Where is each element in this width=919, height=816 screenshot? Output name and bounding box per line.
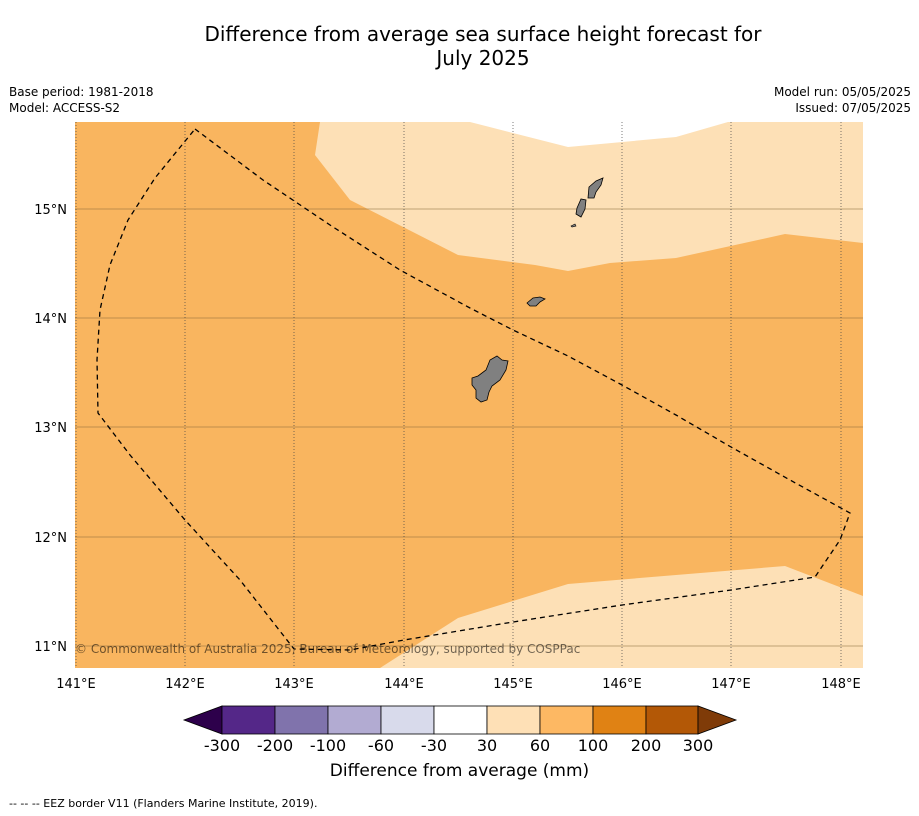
colorbar-tick-1: -300	[204, 736, 240, 755]
colorbar-tick-10: 300	[683, 736, 714, 755]
colorbar-tick-4: -60	[368, 736, 394, 755]
lon-label-146: 146°E	[602, 677, 642, 692]
lon-label-145: 145°E	[493, 677, 533, 692]
colorbar: -300 -200 -100 -60 -30 30 60 100 200 300	[182, 705, 738, 755]
rota-island	[526, 296, 546, 307]
lon-labels: 141°E 142°E 143°E 144°E 145°E 146°E 147°…	[56, 677, 861, 692]
colorbar-bin-1	[221, 705, 276, 735]
colorbar-bin-5	[433, 705, 488, 735]
colorbar-tick-7: 60	[530, 736, 550, 755]
copyright-text: © Commonwealth of Australia 2025, Bureau…	[75, 642, 580, 656]
map-area: © Commonwealth of Australia 2025, Bureau…	[75, 122, 863, 668]
lat-label-13: 13°N	[34, 421, 67, 436]
lon-label-141: 141°E	[56, 677, 96, 692]
lat-label-15: 15°N	[34, 203, 67, 218]
eez-legend-text: -- -- -- EEZ border V11 (Flanders Marine…	[9, 797, 318, 810]
model-info: Base period: 1981-2018 Model: ACCESS-S2	[9, 84, 154, 116]
colorbar-bin-7	[539, 705, 594, 735]
anomaly-low-north-gap	[470, 122, 728, 147]
colorbar-low-extend	[182, 705, 223, 735]
model-text: Model: ACCESS-S2	[9, 101, 121, 115]
colorbar-tick-3: -100	[310, 736, 346, 755]
colorbar-label: Difference from average (mm)	[329, 761, 590, 781]
lon-label-148: 148°E	[821, 677, 861, 692]
base-period-text: Base period: 1981-2018	[9, 85, 154, 99]
colorbar-tick-5: -30	[421, 736, 447, 755]
title-line-2: July 2025	[436, 46, 530, 70]
colorbar-ticks: -300 -200 -100 -60 -30 30 60 100 200 300	[204, 736, 713, 755]
eez-border	[96, 128, 851, 651]
colorbar-bin-8	[592, 705, 647, 735]
colorbar-bin-4	[380, 705, 435, 735]
colorbar-high-extend	[697, 705, 738, 735]
lon-gridlines	[75, 122, 842, 668]
lon-label-144: 144°E	[384, 677, 424, 692]
lon-label-143: 143°E	[274, 677, 314, 692]
saipan-island	[587, 177, 604, 199]
colorbar-tick-9: 200	[631, 736, 662, 755]
colorbar-tick-2: -200	[257, 736, 293, 755]
anomaly-30-60-south-region	[380, 566, 863, 668]
colorbar-bin-9	[645, 705, 699, 735]
lat-gridlines	[75, 208, 863, 647]
model-run-text: Model run: 05/05/2025	[773, 85, 911, 99]
lon-label-147: 147°E	[711, 677, 751, 692]
colorbar-bin-6	[486, 705, 541, 735]
colorbar-bin-2	[274, 705, 329, 735]
lat-labels: 15°N 14°N 13°N 12°N 11°N	[34, 203, 67, 655]
run-info: Model run: 05/05/2025 Issued: 07/05/2025	[774, 84, 911, 116]
colorbar-tick-8: 100	[578, 736, 609, 755]
aguijan-island	[570, 223, 577, 228]
tinian-island	[575, 198, 587, 218]
issued-text: Issued: 07/05/2025	[795, 101, 911, 115]
colorbar-tick-6: 30	[477, 736, 497, 755]
title-line-1: Difference from average sea surface heig…	[204, 22, 762, 46]
colorbar-bin-3	[327, 705, 382, 735]
guam-island	[471, 355, 509, 403]
lat-label-12: 12°N	[34, 531, 67, 546]
lon-label-142: 142°E	[165, 677, 205, 692]
lat-label-14: 14°N	[34, 312, 67, 327]
lat-label-11: 11°N	[34, 640, 67, 655]
chart-title: Difference from average sea surface heig…	[0, 22, 919, 70]
